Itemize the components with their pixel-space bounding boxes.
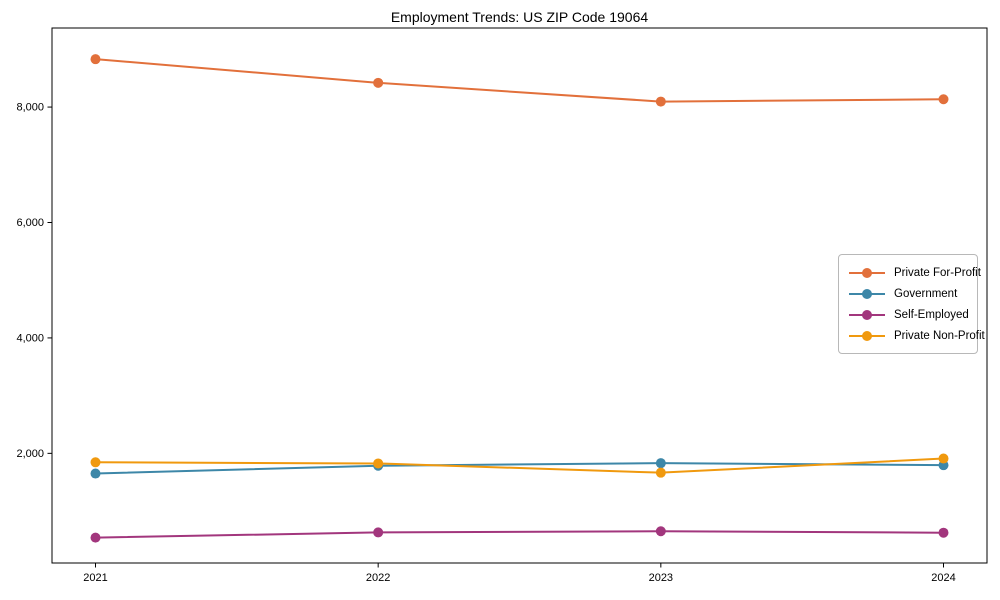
plot-area-border bbox=[51, 27, 988, 564]
series-line-private-non-profit bbox=[95, 457, 944, 474]
legend-line-marker-icon bbox=[849, 309, 885, 320]
data-point-government-2021 bbox=[90, 468, 101, 479]
chart-title: Employment Trends: US ZIP Code 19064 bbox=[391, 9, 649, 25]
legend-label-private-non-profit: Private Non-Profit bbox=[894, 329, 985, 342]
x-axis-tick-label: 2023 bbox=[649, 572, 673, 584]
data-point-private-non-profit-2021 bbox=[90, 457, 101, 468]
y-axis-tick-label: 4,000 bbox=[16, 332, 44, 344]
legend-item-private-non-profit: Private Non-Profit bbox=[848, 325, 985, 346]
data-point-private-for-profit-2022 bbox=[373, 77, 384, 88]
legend-item-government: Government bbox=[848, 283, 968, 304]
legend-label-government: Government bbox=[894, 287, 958, 300]
data-point-private-non-profit-2022 bbox=[373, 458, 384, 469]
data-point-private-for-profit-2021 bbox=[90, 54, 101, 65]
x-axis-tick-label: 2024 bbox=[931, 572, 955, 584]
legend-line-marker-icon bbox=[849, 267, 885, 278]
data-point-private-for-profit-2024 bbox=[938, 94, 949, 105]
data-point-self-employed-2024 bbox=[938, 527, 949, 538]
data-point-self-employed-2022 bbox=[373, 527, 384, 538]
y-axis-tick-label: 8,000 bbox=[16, 102, 44, 114]
data-point-private-non-profit-2023 bbox=[655, 467, 666, 478]
series-line-self-employed bbox=[95, 530, 944, 539]
legend-line-marker-icon bbox=[849, 330, 885, 341]
plot-group bbox=[90, 54, 949, 543]
data-point-self-employed-2023 bbox=[655, 526, 666, 537]
series-line-private-for-profit bbox=[95, 58, 944, 103]
legend-label-private-for-profit: Private For-Profit bbox=[894, 266, 981, 279]
data-point-self-employed-2021 bbox=[90, 532, 101, 543]
legend-item-private-for-profit: Private For-Profit bbox=[848, 262, 981, 283]
axes-group: 2,000 4,000 6,000 8,000 2021 2022 2023 2024 bbox=[16, 102, 955, 584]
x-axis-tick-label: 2021 bbox=[83, 572, 107, 584]
data-point-private-non-profit-2024 bbox=[938, 453, 949, 464]
x-axis-tick-label: 2022 bbox=[366, 572, 390, 584]
y-axis-tick-label: 6,000 bbox=[16, 217, 44, 229]
legend-line-marker-icon bbox=[849, 288, 885, 299]
series-line-government bbox=[95, 462, 944, 475]
data-point-government-2023 bbox=[655, 458, 666, 469]
legend-item-self-employed: Self-Employed bbox=[848, 304, 969, 325]
y-axis-tick-label: 2,000 bbox=[16, 448, 44, 460]
legend: Private For-Profit Government Self-Employe… bbox=[838, 254, 985, 354]
legend-label-self-employed: Self-Employed bbox=[894, 308, 969, 321]
data-point-private-for-profit-2023 bbox=[655, 96, 666, 107]
